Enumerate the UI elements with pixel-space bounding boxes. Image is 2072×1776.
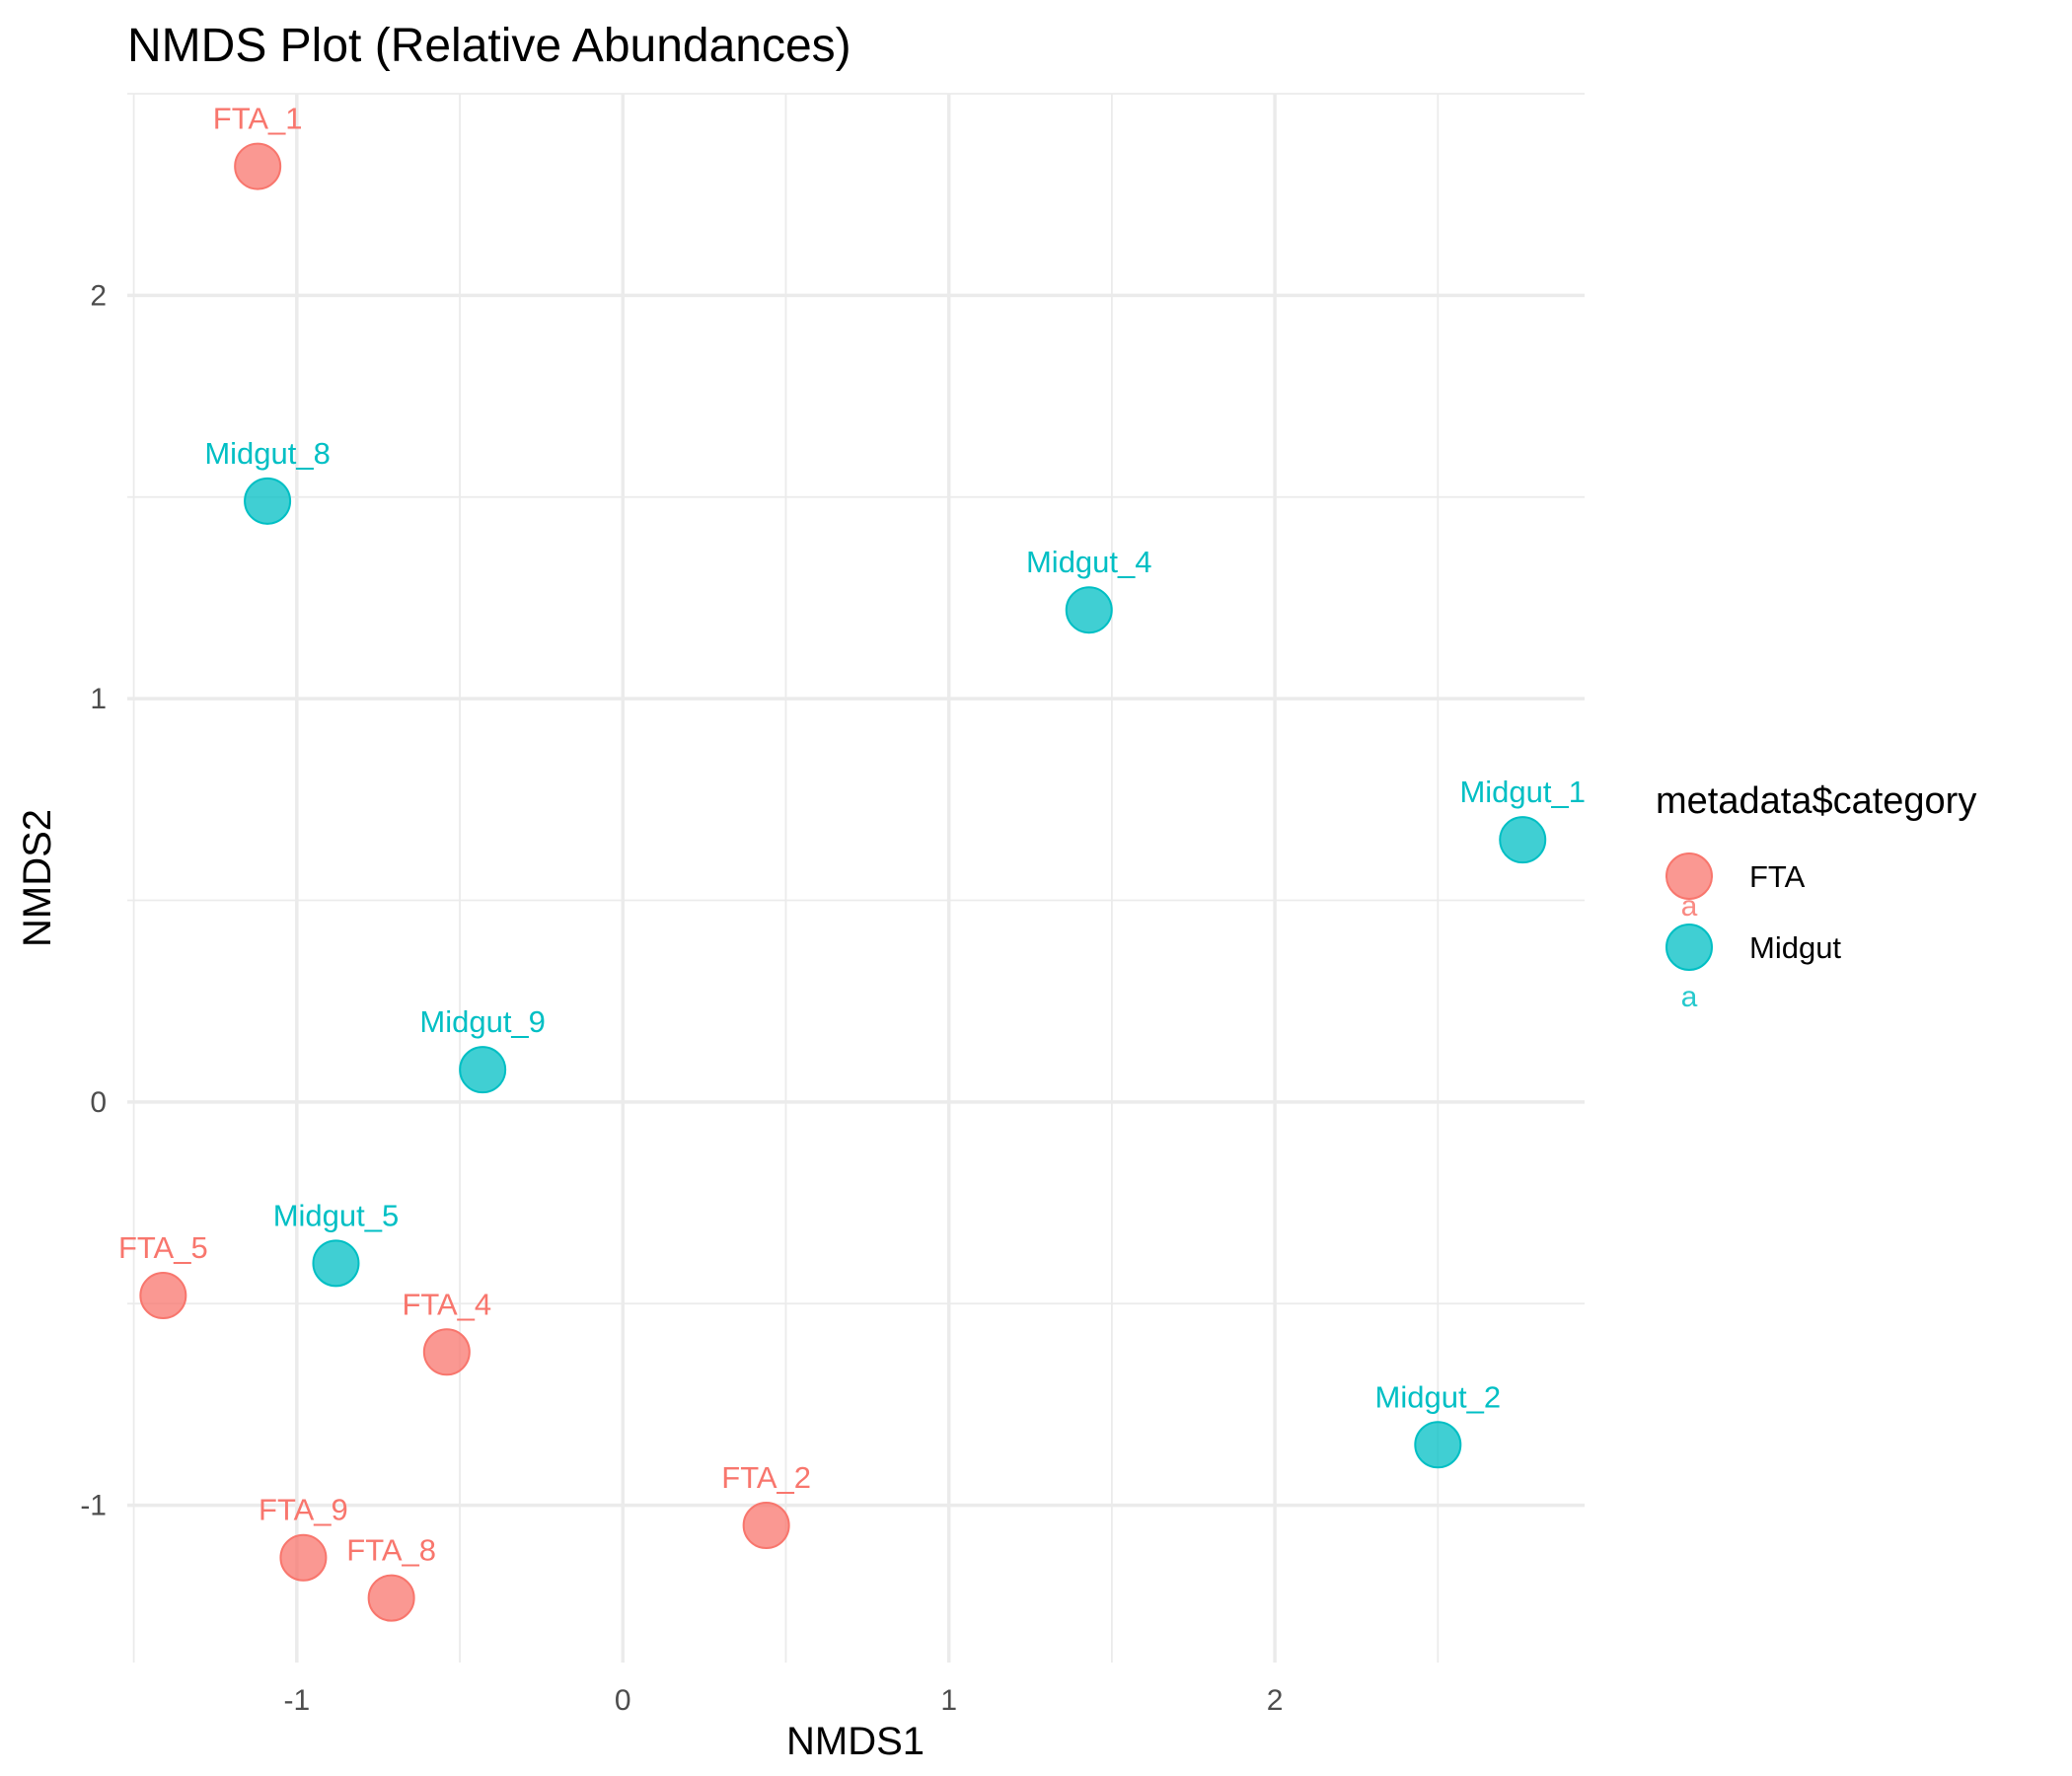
legend-key-text: a [1681, 890, 1698, 923]
legend-title: metadata$category [1656, 780, 1976, 822]
point-label: FTA_9 [259, 1493, 348, 1527]
legend-key [1665, 924, 1713, 971]
x-tick-label: 2 [1267, 1684, 1284, 1717]
data-point [742, 1502, 790, 1550]
y-tick-label: 0 [90, 1086, 107, 1119]
data-point [1499, 816, 1547, 864]
legend-items: a FTA a Midgut [1665, 852, 1841, 1013]
legend-label: FTA [1749, 859, 1806, 894]
y-tick-label: -1 [80, 1490, 107, 1522]
x-tick-label: -1 [283, 1684, 310, 1717]
legend-key-text: a [1681, 981, 1698, 1013]
point-label: FTA_1 [213, 102, 303, 136]
data-point [312, 1239, 360, 1288]
point-label: FTA_4 [402, 1287, 491, 1321]
point-label: FTA_2 [721, 1460, 811, 1495]
data-point [422, 1328, 471, 1376]
y-tick-label: 1 [90, 683, 107, 715]
x-tick-labels: -1 0 1 2 [283, 1684, 1283, 1717]
data-point [244, 477, 292, 525]
legend-key [1665, 852, 1713, 900]
chart-title: NMDS Plot (Relative Abundances) [127, 20, 851, 72]
data-point [1414, 1421, 1462, 1469]
legend-label: Midgut [1749, 930, 1841, 965]
legend: metadata$category a FTA a Midgut [1656, 780, 1976, 1013]
grid [127, 93, 1585, 1663]
data-points [139, 142, 1547, 1622]
point-label: Midgut_8 [204, 436, 331, 471]
x-tick-label: 0 [615, 1684, 631, 1717]
data-point [1065, 586, 1113, 634]
y-axis-title: NMDS2 [16, 809, 59, 947]
point-label: Midgut_9 [419, 1004, 546, 1039]
point-label: FTA_5 [118, 1230, 208, 1265]
data-point [459, 1046, 507, 1094]
point-labels: FTA_1 FTA_5 FTA_4 FTA_9 FTA_8 FTA_2 Midgut_8 Mi… [118, 102, 1586, 1568]
x-axis-title: NMDS1 [786, 1720, 925, 1763]
point-label: Midgut_4 [1026, 545, 1152, 579]
point-label: FTA_8 [346, 1533, 436, 1568]
y-tick-label: 2 [90, 279, 107, 312]
data-point [279, 1533, 328, 1582]
data-point [367, 1574, 415, 1622]
point-label: Midgut_2 [1375, 1379, 1502, 1414]
data-point [139, 1272, 187, 1320]
data-point [234, 142, 282, 190]
point-label: Midgut_5 [273, 1198, 400, 1232]
y-tick-labels: -1 0 1 2 [80, 279, 107, 1521]
x-tick-label: 1 [940, 1684, 957, 1717]
point-label: Midgut_1 [1459, 775, 1586, 809]
